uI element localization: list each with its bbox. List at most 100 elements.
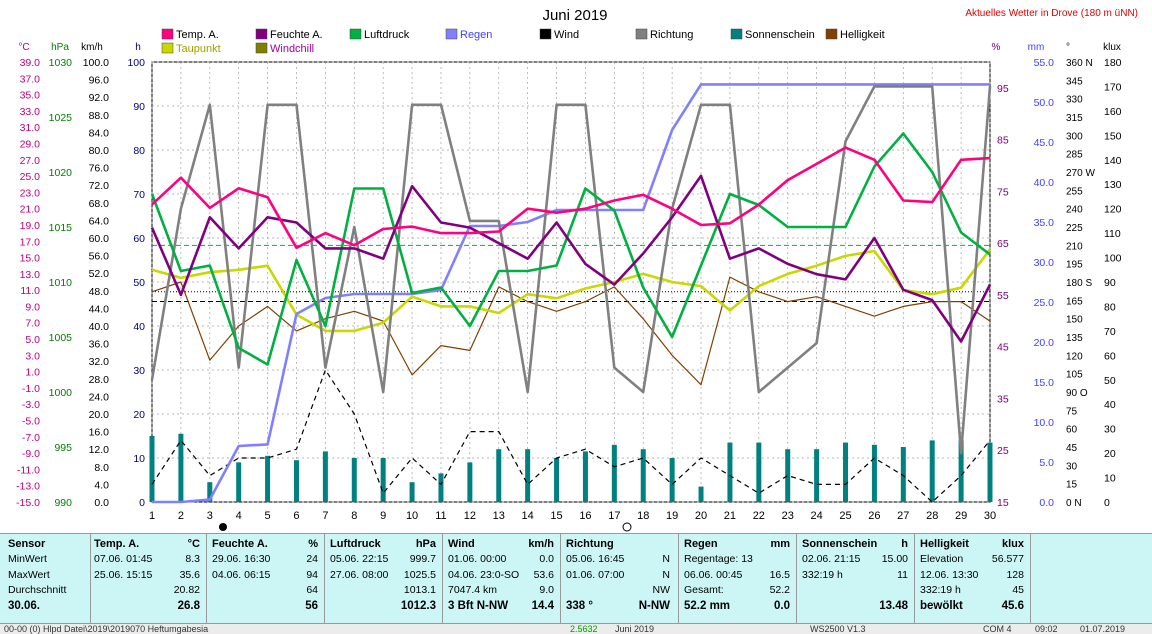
status-date: 01.07.2019	[1080, 624, 1126, 634]
tick-temp: 15.0	[20, 253, 41, 265]
summary-row-label: 01.06. 00:00	[448, 553, 507, 565]
legend-label: Feuchte A.	[270, 29, 323, 41]
x-tick-label: 30	[984, 510, 996, 522]
tick-wind: 84.0	[89, 127, 110, 139]
summary-separator	[1030, 534, 1031, 624]
summary-row: MaxWert	[8, 569, 84, 585]
summary-row-label: 332:19 h	[920, 584, 961, 596]
sunshine-bar	[756, 442, 762, 502]
summary-header-unit: h	[901, 538, 908, 550]
tick-pressure: 1010	[49, 277, 73, 289]
tick-temp: 21.0	[20, 204, 41, 216]
tick-brightness: 160	[1104, 106, 1122, 118]
tick-temp: 35.0	[20, 90, 41, 102]
summary-header-unit: km/h	[528, 538, 554, 550]
summary-row-value: 1013.1	[403, 584, 436, 596]
summary-row-value: 999.7	[409, 553, 436, 565]
legend-swatch	[825, 28, 838, 40]
tick-brightness: 40	[1104, 399, 1116, 411]
sunshine-bar	[640, 449, 646, 502]
summary-header-label: Sensor	[8, 538, 46, 550]
sunshine-bar	[236, 462, 242, 502]
tick-temp: 7.0	[25, 318, 40, 330]
sunshine-bar	[265, 455, 271, 502]
summary-row-value: N	[662, 553, 670, 565]
summary-pressure: Luftdruck hPa 05.06. 22:15 999.7 27.06. 08:0…	[330, 538, 436, 622]
tick-temp: 11.0	[20, 285, 40, 297]
tick-brightness: 60	[1104, 350, 1116, 362]
summary-row-label: 332:19 h	[802, 568, 843, 581]
summary-header-unit: hPa	[415, 538, 436, 550]
x-axis: 1 2 3 4 5 6 7 8 9 10 11 12 13 14 15 16 17 18 19 20 21 22 23 24 2…	[149, 510, 996, 522]
summary-row: 64	[212, 584, 318, 600]
summary-row-value: 35.6	[179, 568, 200, 581]
tick-wind: 28.0	[89, 374, 110, 386]
tick-pressure: 1020	[49, 167, 73, 179]
status-path: 00-00 (0) Hlpd Datei\2019\2019070 Heftum…	[4, 624, 209, 634]
summary-row-label: 05.06. 22:15	[330, 553, 389, 565]
axis-unit-humidity: %	[992, 42, 1001, 53]
tick-pressure: 1030	[49, 57, 73, 69]
legend-label: Temp. A.	[176, 29, 219, 41]
x-tick-label: 16	[579, 510, 591, 522]
tick-direction: 120	[1066, 351, 1083, 362]
series-line-richtung	[150, 85, 992, 455]
tick-brightness: 50	[1104, 375, 1116, 387]
summary-temp: Temp. A. °C 07.06. 01:45 8.3 25.06. 15:15 35.…	[94, 538, 200, 622]
tick-brightness: 110	[1104, 228, 1121, 240]
tick-direction: 270 W	[1066, 168, 1095, 179]
summary-header: Sonnenschein h	[802, 538, 908, 553]
summary-row-value: 45	[1012, 584, 1024, 596]
sunshine-bar	[409, 482, 415, 502]
summary-header: Wind km/h	[448, 538, 554, 553]
tick-wind: 88.0	[89, 110, 110, 122]
summary-row-value: 20.82	[173, 584, 200, 596]
summary-header-label: Regen	[684, 538, 718, 550]
axis-units: °C hPa km/h h% mm ° klux	[18, 42, 1121, 53]
summary-row: Regentage: 13	[684, 553, 790, 569]
tick-wind: 16.0	[89, 427, 110, 439]
legend-label: Taupunkt	[176, 43, 221, 55]
summary-row: 338 ° N-NW	[566, 600, 670, 616]
summary-row: 7047.4 km 9.0	[448, 584, 554, 600]
summary-header-label: Temp. A.	[94, 538, 140, 550]
tick-humidity: 45	[997, 342, 1009, 354]
summary-row-label: Elevation	[920, 553, 964, 565]
summary-row-value: 45.6	[1001, 599, 1024, 612]
tick-direction: 195	[1066, 260, 1083, 271]
summary-row: 1013.1	[330, 584, 436, 600]
summary-row-value: 14.4	[531, 599, 554, 612]
summary-header-label: Sonnenschein	[802, 538, 878, 550]
legend-swatch	[730, 28, 743, 40]
legend-label: Sonnenschein	[745, 29, 815, 41]
summary-row-value: 56.577	[991, 553, 1024, 565]
tick-humidity: 75	[997, 186, 1009, 198]
legend-swatch	[255, 42, 268, 54]
status-port: COM 4	[983, 624, 1012, 634]
tick-rain: 50.0	[1034, 97, 1055, 109]
tick-pressure: 995	[54, 442, 72, 454]
summary-row-value: 16.5	[769, 568, 790, 581]
axis-unit-rain: mm	[1028, 42, 1045, 53]
summary-humidity: Feuchte A.% 29.06. 16:30 24 04.06. 06:15 94 6…	[212, 538, 318, 622]
sunshine-bar	[322, 451, 328, 502]
tick-rain: 0.0	[1039, 497, 1054, 509]
tick-humidity: 95	[997, 83, 1009, 95]
tick-rain: 20.0	[1034, 337, 1055, 349]
summary-row-label: 338 °	[566, 599, 593, 612]
series-line-taupunkt	[151, 248, 992, 333]
weather-chart: Juni 2019 Aktuelles Wetter in Drove (180…	[16, 7, 1138, 532]
tick-wind: 0.0	[94, 497, 109, 509]
summary-row-value: 128	[1006, 568, 1024, 581]
sunshine-bar	[582, 451, 588, 502]
summary-row-value: 26.8	[177, 599, 200, 612]
tick-sun: 80	[133, 145, 145, 157]
tick-rain: 40.0	[1034, 177, 1055, 189]
tick-wind: 64.0	[89, 215, 110, 227]
summary-row-value: 0.0	[539, 553, 554, 565]
summary-sensor: Sensor MinWert MaxWert Durchschnitt 30.06.	[8, 538, 84, 622]
summary-row: 1012.3	[330, 600, 436, 616]
summary-row-value: 1012.3	[400, 599, 436, 612]
tick-brightness: 80	[1104, 301, 1116, 313]
x-tick-label: 1	[149, 510, 155, 522]
